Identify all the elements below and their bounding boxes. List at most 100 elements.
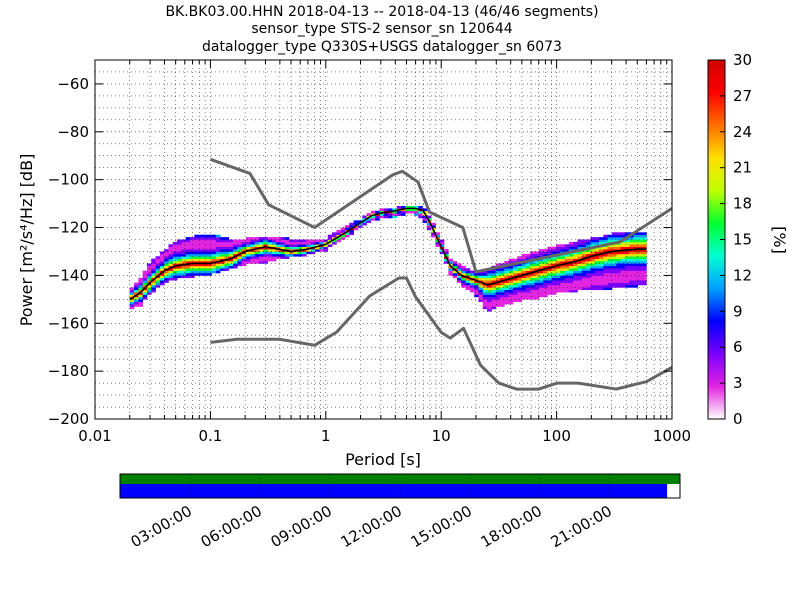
pdf-cell	[611, 268, 617, 271]
pdf-cell	[469, 275, 475, 279]
pdf-cell	[207, 239, 212, 243]
pdf-cell	[487, 301, 492, 305]
pdf-cell	[594, 277, 600, 281]
pdf-cell	[478, 273, 484, 276]
pdf-cell	[590, 263, 596, 267]
pdf-cell	[254, 249, 260, 252]
pdf-cell	[586, 253, 591, 257]
pdf-cell	[581, 277, 587, 281]
pdf-cell	[521, 284, 527, 288]
y-tick-label: −80	[57, 123, 89, 141]
pdf-cell	[228, 249, 234, 252]
pdf-cell	[555, 249, 561, 252]
pdf-cell	[194, 241, 199, 245]
pdf-cell	[190, 253, 195, 257]
pdf-cell	[521, 296, 527, 300]
pdf-cell	[620, 265, 626, 269]
pdf-cell	[190, 249, 195, 252]
pdf-cell	[611, 284, 617, 288]
pdf-cell	[151, 270, 156, 274]
pdf-cell	[241, 263, 247, 267]
pdf-cell	[538, 263, 544, 267]
pdf-cell	[581, 263, 587, 267]
pdf-cell	[185, 265, 191, 269]
pdf-cell	[487, 284, 492, 288]
pdf-cell	[228, 251, 234, 255]
pdf-cell	[525, 296, 531, 300]
pdf-cell	[581, 265, 587, 269]
pdf-cell	[624, 282, 630, 286]
pdf-cell	[190, 270, 195, 274]
pdf-cell	[263, 258, 268, 262]
pdf-cell	[172, 273, 178, 276]
pdf-cell	[538, 294, 544, 298]
pdf-cell	[228, 256, 234, 259]
pdf-cell	[366, 213, 372, 216]
pdf-cell	[616, 261, 621, 264]
pdf-cell	[611, 251, 617, 255]
pdf-cell	[538, 258, 544, 262]
pdf-cell	[517, 270, 522, 274]
pdf-cell	[543, 292, 548, 295]
pdf-cell	[624, 253, 630, 257]
pdf-cell	[564, 261, 570, 264]
pdf-cell	[564, 280, 570, 283]
pdf-cell	[469, 289, 475, 293]
pdf-cell	[194, 270, 199, 274]
pdf-cell	[452, 275, 458, 279]
pdf-cell	[534, 275, 540, 279]
pdf-cell	[495, 301, 501, 305]
pdf-cell	[284, 237, 290, 240]
pdf-cell	[564, 284, 570, 288]
pdf-cell	[616, 251, 621, 255]
pdf-cell	[500, 292, 505, 295]
pdf-cell	[220, 239, 225, 243]
pdf-cell	[340, 227, 346, 231]
pdf-cell	[573, 251, 578, 255]
pdf-cell	[237, 239, 242, 243]
pdf-cell	[228, 261, 234, 264]
pdf-cell	[336, 229, 342, 233]
pdf-cell	[594, 237, 600, 240]
pdf-cell	[629, 282, 634, 286]
pdf-cell	[603, 277, 608, 281]
pdf-cell	[590, 273, 596, 276]
pdf-cell	[538, 270, 544, 274]
pdf-cell	[620, 256, 626, 259]
pdf-cell	[138, 292, 143, 295]
pdf-cell	[241, 246, 247, 250]
pdf-cell	[164, 273, 169, 276]
pdf-cell	[577, 253, 583, 257]
pdf-cell	[547, 263, 552, 267]
pdf-cell	[616, 282, 621, 286]
pdf-cell	[177, 270, 182, 274]
pdf-cell	[482, 275, 488, 279]
pdf-cell	[202, 270, 208, 274]
pdf-cell	[633, 234, 639, 238]
pdf-cell	[237, 258, 242, 262]
pdf-cell	[469, 287, 475, 291]
pdf-cell	[146, 263, 152, 267]
pdf-cell	[577, 277, 583, 281]
pdf-cell	[146, 289, 152, 293]
pdf-cell	[293, 241, 298, 245]
pdf-cell	[258, 256, 264, 259]
pdf-cell	[616, 284, 621, 288]
pdf-cell	[504, 282, 509, 286]
pdf-cell	[284, 251, 290, 255]
pdf-cell	[159, 280, 165, 283]
pdf-cell	[530, 277, 535, 281]
pdf-cell	[543, 261, 548, 264]
pdf-cell	[439, 251, 445, 255]
pdf-cell	[177, 256, 182, 259]
pdf-cell	[159, 265, 165, 269]
colorbar-tick-label: 27	[733, 87, 752, 105]
pdf-cell	[525, 284, 531, 288]
pdf-cell	[491, 277, 497, 281]
pdf-cell	[599, 268, 604, 271]
pdf-cell	[581, 284, 587, 288]
pdf-cell	[551, 246, 557, 250]
pdf-cell	[573, 253, 578, 257]
pdf-cell	[530, 287, 535, 291]
